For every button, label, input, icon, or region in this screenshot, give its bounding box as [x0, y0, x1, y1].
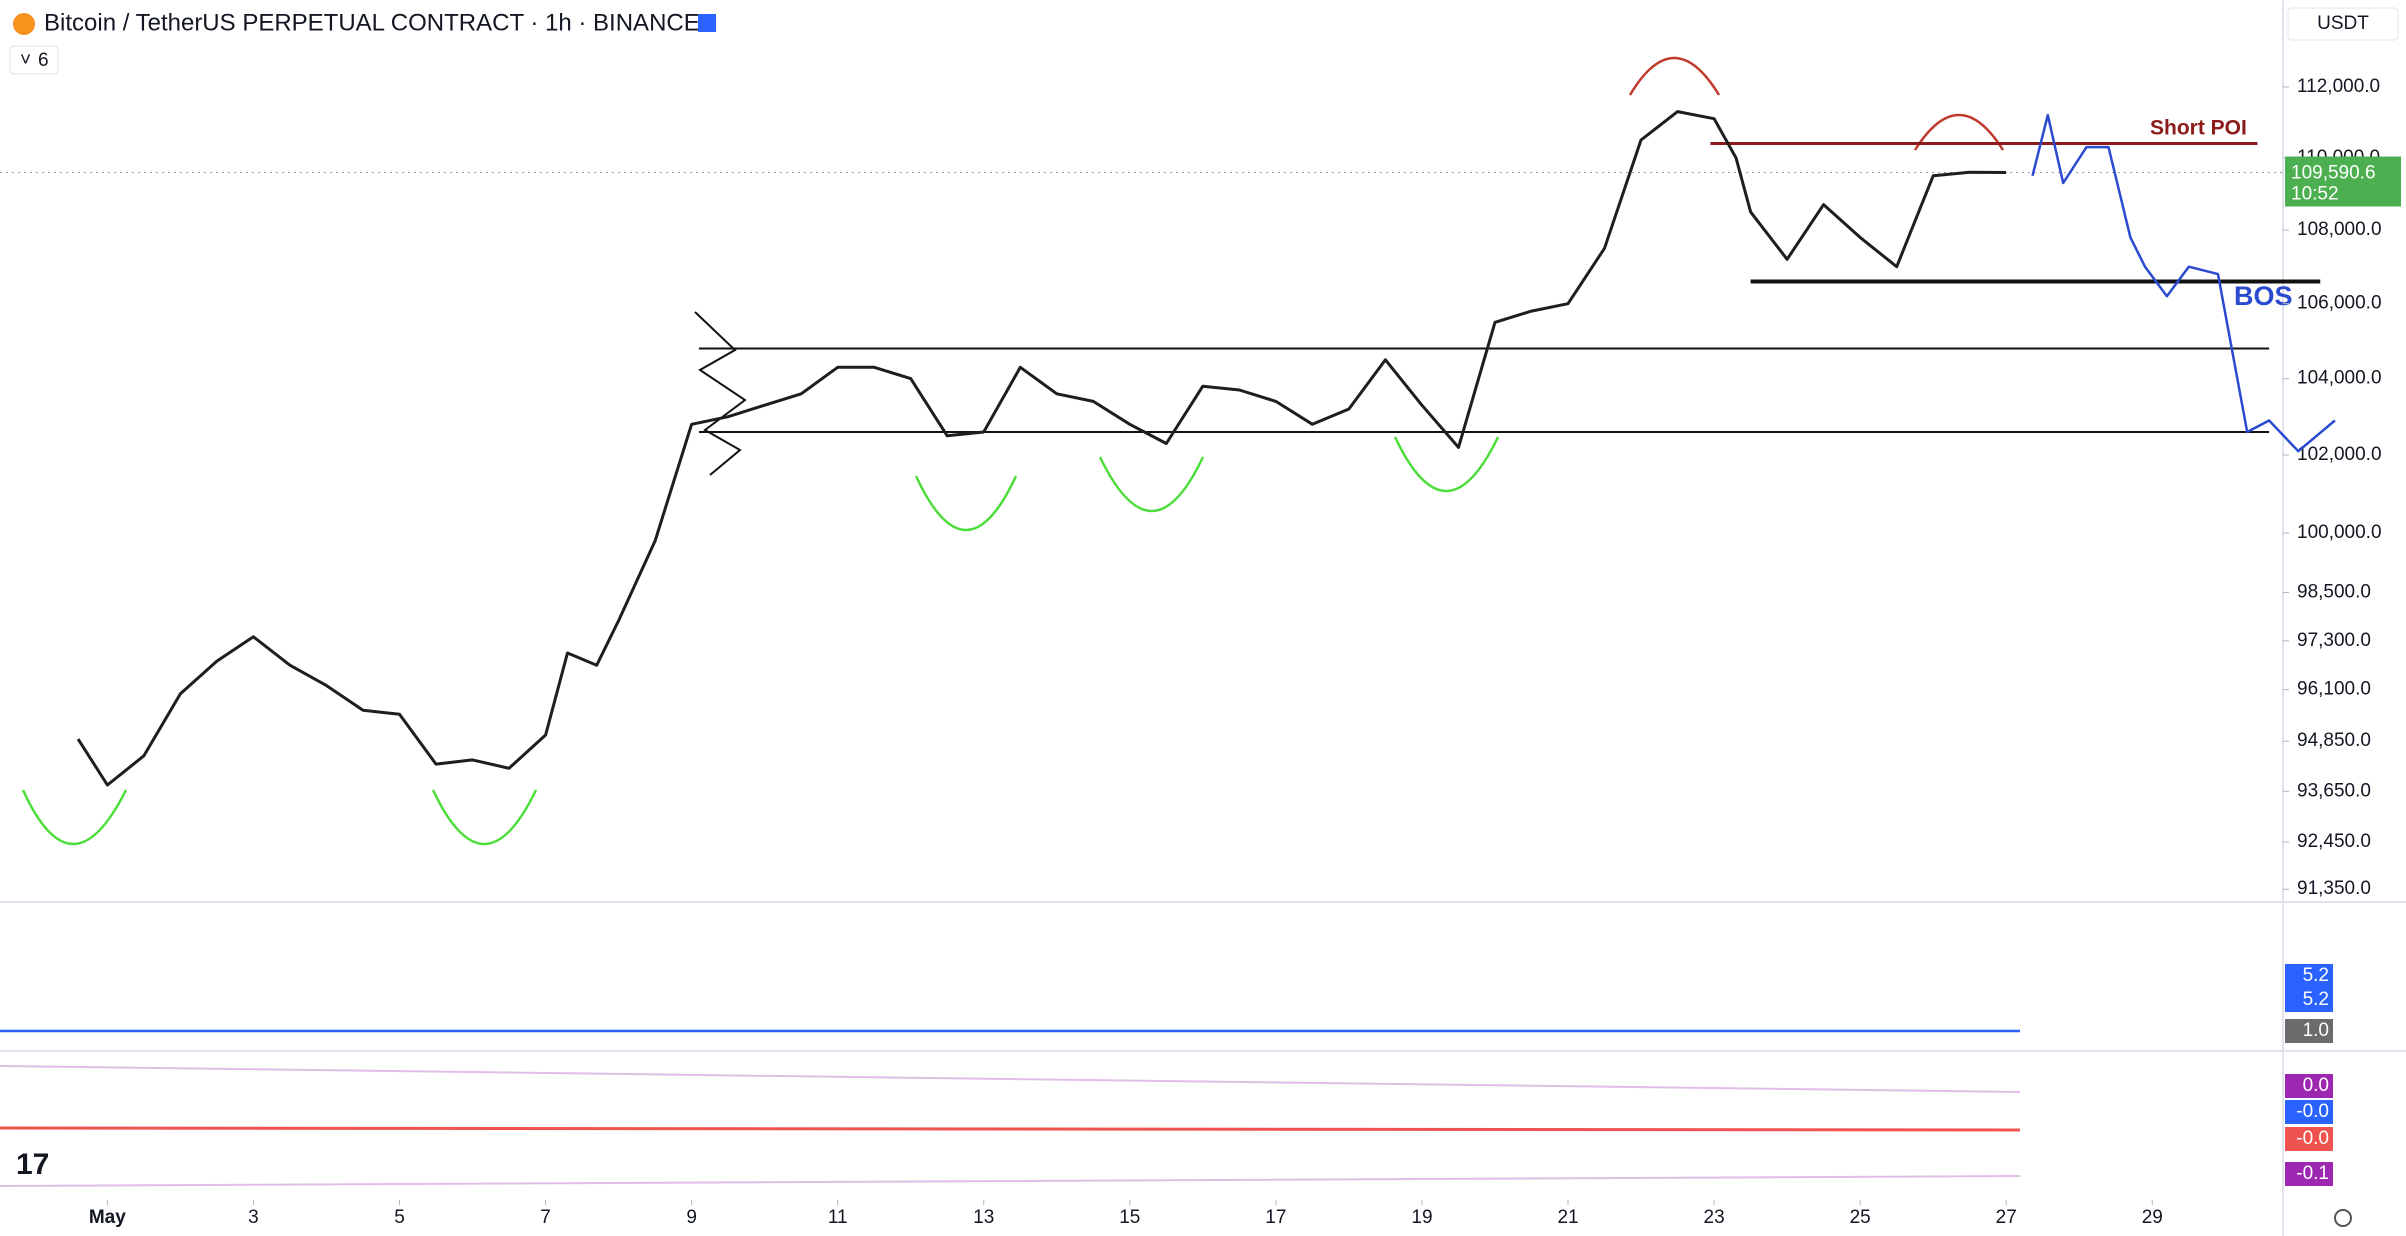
x-tick-label: 29 — [2142, 1207, 2163, 1228]
chevron: ˅ — [20, 50, 31, 71]
x-tick-label: 21 — [1557, 1207, 1578, 1228]
indicator-badge — [2285, 1019, 2333, 1043]
indicator-badge — [2285, 1127, 2333, 1151]
indicator-badge — [2285, 1162, 2333, 1186]
indicator-line — [0, 1175, 2021, 1187]
arc — [21, 789, 128, 846]
y-tick-label: 98,500.0 — [2297, 582, 2371, 603]
tv-logo: 17 — [16, 1148, 49, 1181]
annotation: BOS — [2234, 281, 2293, 311]
arc — [914, 475, 1018, 532]
x-tick-label: 11 — [828, 1207, 848, 1228]
x-tick-label: 23 — [1704, 1207, 1725, 1228]
y-tick-label: 96,100.0 — [2297, 679, 2371, 700]
indicator-count: 6 — [38, 50, 49, 71]
y-tick-label: 97,300.0 — [2297, 630, 2371, 651]
volume-profile — [694, 311, 747, 476]
symbol-title: Bitcoin / TetherUS PERPETUAL CONTRACT · … — [44, 9, 700, 36]
pattern-arcs — [21, 436, 1500, 846]
flag-icon — [698, 14, 716, 32]
indicator-line — [0, 1065, 2021, 1093]
indicator-badge-label: 5.2 — [2303, 965, 2329, 986]
currency: USDT — [2317, 13, 2369, 34]
y-tick-label: 91,350.0 — [2297, 878, 2371, 899]
indicator-badge-label: -0.1 — [2296, 1163, 2329, 1184]
x-tick-label: 17 — [1265, 1207, 1286, 1228]
currency-button[interactable] — [2287, 7, 2399, 41]
y-tick-label: 102,000.0 — [2297, 444, 2382, 465]
indicator-toggle[interactable] — [9, 45, 59, 75]
indicator-badge-label: -0.0 — [2296, 1128, 2329, 1149]
y-tick-label: 104,000.0 — [2297, 368, 2382, 389]
y-tick-label: 106,000.0 — [2297, 293, 2382, 314]
y-tick-label: 100,000.0 — [2297, 522, 2382, 543]
indicator-badge — [2285, 988, 2333, 1012]
x-tick-label: 19 — [1411, 1207, 1432, 1228]
price-line — [76, 110, 2007, 787]
arc — [431, 789, 538, 846]
x-tick-label: 5 — [394, 1207, 405, 1228]
x-tick-label: 27 — [1996, 1207, 2017, 1228]
x-tick-label: 3 — [248, 1207, 259, 1228]
indicator-badge-label: 5.2 — [2303, 989, 2329, 1010]
settings-icon[interactable] — [2334, 1209, 2352, 1227]
indicator-badge — [2285, 1074, 2333, 1098]
coin-icon — [13, 13, 35, 35]
x-tick-label: 15 — [1119, 1207, 1140, 1228]
x-tick-label: May — [89, 1207, 126, 1228]
y-tick-label: 108,000.0 — [2297, 219, 2382, 240]
x-tick-label: 7 — [540, 1207, 551, 1228]
y-tick-label: 93,650.0 — [2297, 780, 2371, 801]
indicator-badge — [2285, 964, 2333, 988]
top-arcs — [1628, 56, 2005, 151]
arc — [1628, 56, 1721, 96]
indicator-badge-label: 0.0 — [2303, 1075, 2329, 1096]
y-tick-label: 112,000.0 — [2297, 76, 2380, 97]
arc — [1098, 456, 1205, 513]
y-tick-label: 92,450.0 — [2297, 831, 2371, 852]
price-badge-label: 109,590.6 — [2291, 163, 2376, 184]
x-tick-label: 9 — [686, 1207, 697, 1228]
indicator-line — [0, 1126, 2021, 1132]
indicator-badge-label: -0.0 — [2296, 1101, 2329, 1122]
price-badge — [2285, 156, 2401, 207]
countdown: 10:52 — [2291, 184, 2339, 205]
indicator-badge-label: 1.0 — [2303, 1020, 2329, 1041]
arc — [1913, 113, 2005, 151]
projection-path — [2031, 113, 2336, 453]
x-tick-label: 13 — [973, 1207, 994, 1228]
y-tick-label: 94,850.0 — [2297, 730, 2371, 751]
arc — [1393, 436, 1500, 493]
indicator-badge — [2285, 1100, 2333, 1124]
annotation: Short POI — [2150, 117, 2247, 140]
x-tick-label: 25 — [1850, 1207, 1871, 1228]
